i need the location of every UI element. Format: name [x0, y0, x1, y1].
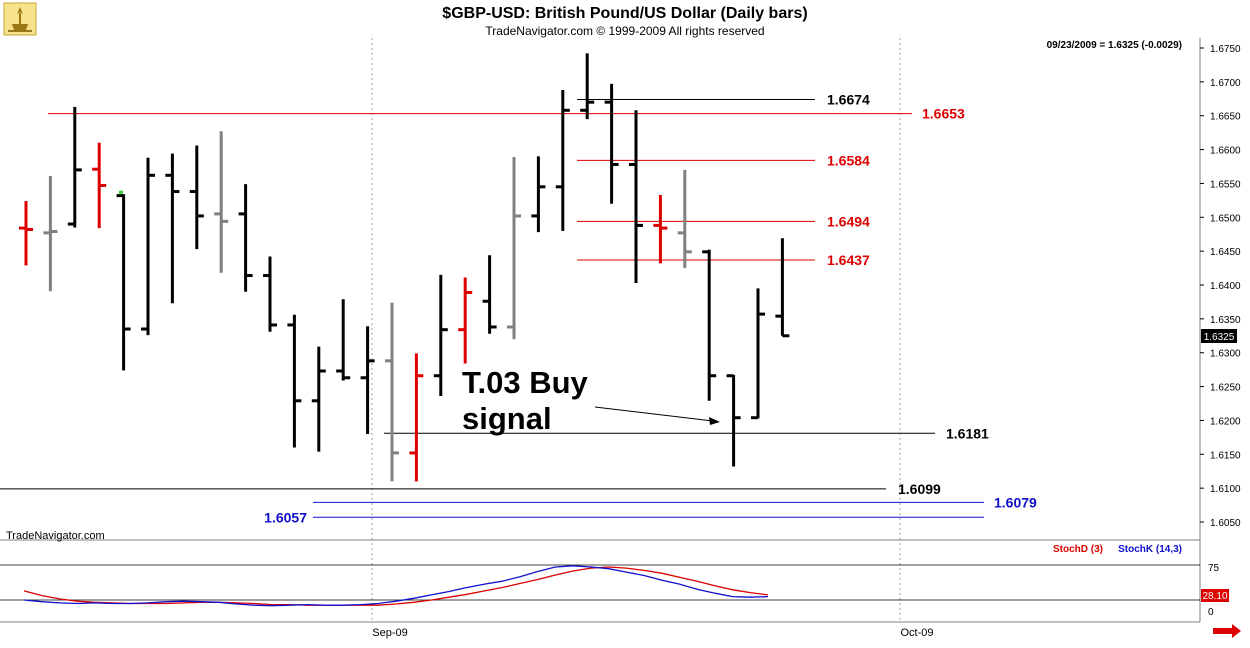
price-tick-label: 1.6750 — [1210, 44, 1241, 55]
ohlc-bar — [336, 299, 351, 381]
ohlc-bar — [653, 194, 668, 264]
ohlc-bar — [311, 346, 326, 452]
price-tick-label: 1.6050 — [1210, 518, 1241, 529]
level-label-1-6674: 1.6674 — [827, 91, 870, 107]
stochd-line — [23, 566, 769, 606]
price-tick-label: 1.6550 — [1210, 179, 1241, 190]
ohlc-bar — [775, 238, 790, 338]
stochastic-lines — [23, 565, 769, 607]
level-label-1-6181: 1.6181 — [946, 425, 989, 441]
chart-title: $GBP-USD: British Pound/US Dollar (Daily… — [442, 5, 807, 22]
ohlc-bar — [433, 274, 448, 397]
price-tick-label: 1.6650 — [1210, 112, 1241, 123]
ohlc-bar — [629, 110, 643, 283]
ohlc-bar — [263, 256, 277, 332]
price-tick-label: 1.6250 — [1210, 383, 1241, 394]
price-tick-label: 1.6700 — [1210, 78, 1241, 89]
price-tick-label: 1.6150 — [1210, 450, 1241, 461]
x-axis-label-oct: Oct-09 — [900, 627, 933, 639]
ohlc-bar — [458, 277, 473, 364]
price-tick-label: 1.6300 — [1210, 349, 1241, 360]
ohlc-bar — [189, 145, 204, 250]
ohlc-bar — [409, 353, 424, 482]
price-tick-label: 1.6450 — [1210, 247, 1241, 258]
level-label-1-6057: 1.6057 — [264, 509, 307, 525]
ohlc-bar — [165, 153, 180, 304]
price-readout: 09/23/2009 = 1.6325 (-0.0029) — [1047, 40, 1182, 51]
level-label-1-6584: 1.6584 — [827, 152, 870, 168]
ohlc-bar — [555, 89, 570, 231]
ohlc-bar — [702, 249, 717, 401]
ohlc-bar — [19, 201, 33, 266]
stochd-legend: StochD (3) — [1053, 544, 1103, 555]
ohlc-bar — [751, 288, 765, 420]
level-label-1-6494: 1.6494 — [827, 213, 870, 229]
price-tick-label: 1.6500 — [1210, 213, 1241, 224]
stoch-last-value-marker: 28.10 — [1201, 589, 1229, 602]
ohlc-bar — [360, 326, 375, 434]
buy-signal-annotation-line1: T.03 Buy — [462, 365, 589, 400]
stoch-last-value: 28.10 — [1202, 591, 1227, 602]
ohlc-bar — [677, 169, 692, 269]
price-bars — [19, 53, 790, 482]
ohlc-bar — [726, 374, 741, 467]
ohlc-bar — [580, 53, 595, 120]
price-tick-label: 1.6600 — [1210, 146, 1241, 157]
watermark: TradeNavigator.com — [6, 530, 105, 542]
price-tick-label: 1.6200 — [1210, 416, 1241, 427]
stochk-legend: StochK (14,3) — [1118, 544, 1182, 555]
ohlc-bar — [482, 255, 497, 334]
scroll-right-button[interactable] — [1213, 624, 1241, 638]
last-price-label: 1.6325 — [1204, 332, 1235, 343]
price-tick-label: 1.6400 — [1210, 281, 1241, 292]
chart-subtitle: TradeNavigator.com © 1999-2009 All right… — [485, 24, 764, 38]
last-price-marker: 1.6325 — [1201, 329, 1237, 343]
tradenavigator-logo-icon — [3, 2, 37, 36]
price-tick-label: 1.6100 — [1210, 484, 1241, 495]
ohlc-bar — [531, 156, 546, 233]
ohlc-bar — [43, 175, 58, 292]
buy-signal-annotation-line2: signal — [462, 401, 552, 436]
level-label-1-6079: 1.6079 — [994, 494, 1037, 510]
ohlc-bar — [92, 142, 107, 229]
level-label-1-6437: 1.6437 — [827, 252, 870, 268]
ohlc-bar — [507, 157, 521, 340]
level-label-1-6653: 1.6653 — [922, 106, 965, 122]
stochk-line — [23, 565, 769, 607]
price-axis: 1.6750 1.6700 1.6650 1.6600 1.6550 1.6500 1.64… — [1200, 44, 1241, 529]
price-tick-label: 1.6350 — [1210, 315, 1241, 326]
ohlc-bar — [287, 314, 302, 448]
stoch-tick-75: 75 — [1208, 563, 1220, 574]
annotation-arrow-icon — [594, 406, 720, 425]
ohlc-bar — [385, 302, 399, 482]
ohlc-bar — [141, 157, 155, 336]
stoch-tick-0: 0 — [1208, 607, 1214, 618]
x-axis-label-sep: Sep-09 — [372, 627, 407, 639]
ohlc-bar — [214, 131, 229, 273]
ohlc-bar — [116, 194, 131, 371]
ohlc-bar — [238, 184, 253, 292]
ohlc-bar — [67, 106, 82, 228]
level-label-1-6099: 1.6099 — [898, 481, 941, 497]
level-lines: 1.6674 1.6653 1.6584 1.6494 1.6437 1.6181 1.60… — [0, 91, 1037, 525]
ohlc-bar — [604, 83, 619, 204]
scroll-right-arrow-icon[interactable] — [1213, 624, 1241, 638]
